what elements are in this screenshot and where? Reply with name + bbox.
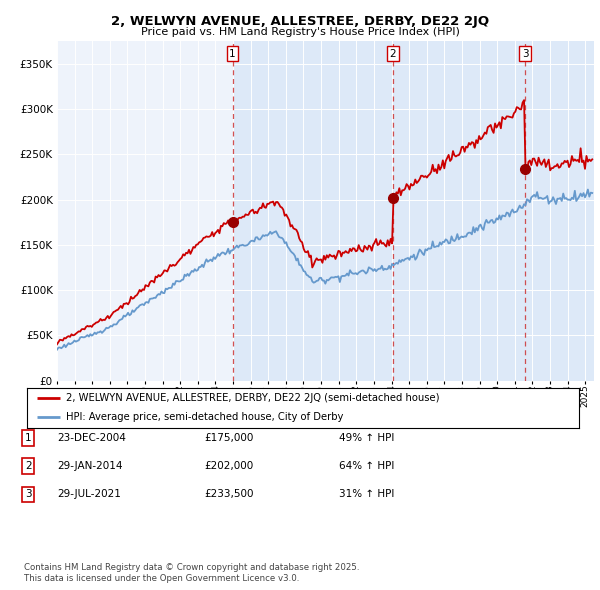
Bar xyxy=(233,41,594,381)
Text: £233,500: £233,500 xyxy=(204,490,254,499)
Text: 2: 2 xyxy=(389,49,396,59)
Text: 49% ↑ HPI: 49% ↑ HPI xyxy=(339,433,394,442)
Text: 31% ↑ HPI: 31% ↑ HPI xyxy=(339,490,394,499)
Text: Price paid vs. HM Land Registry's House Price Index (HPI): Price paid vs. HM Land Registry's House … xyxy=(140,27,460,37)
Text: 2, WELWYN AVENUE, ALLESTREE, DERBY, DE22 2JQ (semi-detached house): 2, WELWYN AVENUE, ALLESTREE, DERBY, DE22… xyxy=(65,394,439,404)
Text: 29-JUL-2021: 29-JUL-2021 xyxy=(57,490,121,499)
Text: HPI: Average price, semi-detached house, City of Derby: HPI: Average price, semi-detached house,… xyxy=(65,412,343,422)
Text: 64% ↑ HPI: 64% ↑ HPI xyxy=(339,461,394,471)
Text: 23-DEC-2004: 23-DEC-2004 xyxy=(57,433,126,442)
Text: Contains HM Land Registry data © Crown copyright and database right 2025.: Contains HM Land Registry data © Crown c… xyxy=(24,563,359,572)
Text: 3: 3 xyxy=(25,490,32,499)
Text: This data is licensed under the Open Government Licence v3.0.: This data is licensed under the Open Gov… xyxy=(24,574,299,583)
Text: 2, WELWYN AVENUE, ALLESTREE, DERBY, DE22 2JQ: 2, WELWYN AVENUE, ALLESTREE, DERBY, DE22… xyxy=(111,15,489,28)
Text: 3: 3 xyxy=(521,49,528,59)
Text: £175,000: £175,000 xyxy=(204,433,253,442)
Text: 1: 1 xyxy=(25,433,32,442)
Text: 29-JAN-2014: 29-JAN-2014 xyxy=(57,461,122,471)
Text: 2: 2 xyxy=(25,461,32,471)
Text: 1: 1 xyxy=(229,49,236,59)
Text: £202,000: £202,000 xyxy=(204,461,253,471)
